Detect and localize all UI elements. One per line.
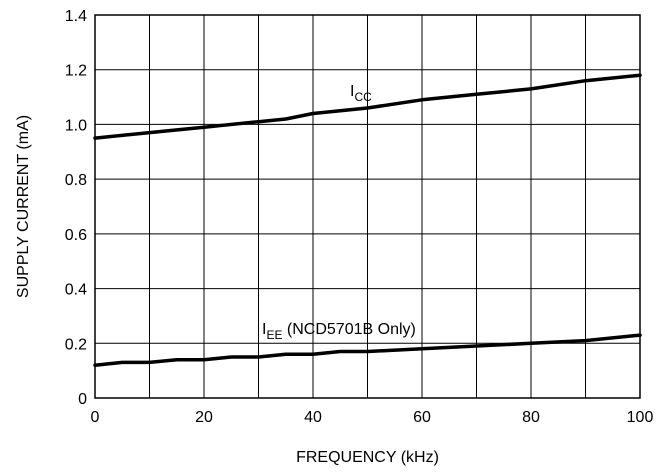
x-axis-title: FREQUENCY (kHz) <box>296 449 439 466</box>
y-tick-label: 1.4 <box>65 8 87 25</box>
y-tick-label: 0 <box>78 391 87 408</box>
annotation-iee-sub: EE <box>266 328 282 342</box>
annotation-iee-main: I <box>262 321 266 338</box>
y-tick-label: 1.0 <box>65 117 87 134</box>
x-tick-label: 20 <box>195 409 213 426</box>
y-axis-title: SUPPLY CURRENT (mA) <box>15 115 32 298</box>
series-line-iee <box>93 333 642 367</box>
y-tick-label: 0.2 <box>65 336 87 353</box>
x-tick-label: 60 <box>413 409 431 426</box>
y-tick-label: 1.2 <box>65 63 87 80</box>
y-tick-label: 0.4 <box>65 282 87 299</box>
tick-labels: 0 20 40 60 80 100 0 0.2 0.4 0.6 0.8 1.0 1.2 1.4 <box>65 8 654 426</box>
plot-frame <box>94 14 641 399</box>
x-tick-label: 0 <box>91 409 100 426</box>
x-tick-label: 80 <box>522 409 540 426</box>
annotation-iee-rest: (NCD5701B Only) <box>282 321 415 338</box>
grid <box>95 15 640 398</box>
x-tick-label: 100 <box>627 409 654 426</box>
annotation-iee: IEE (NCD5701B Only) <box>262 321 416 342</box>
annotation-icc-main: I <box>350 83 354 100</box>
y-tick-label: 0.6 <box>65 227 87 244</box>
series-layer <box>93 73 642 367</box>
annotation-icc-sub: CC <box>354 90 372 104</box>
annotation-icc: ICC <box>350 83 372 104</box>
x-tick-label: 40 <box>304 409 322 426</box>
series-line-icc <box>93 73 642 140</box>
y-tick-label: 0.8 <box>65 172 87 189</box>
